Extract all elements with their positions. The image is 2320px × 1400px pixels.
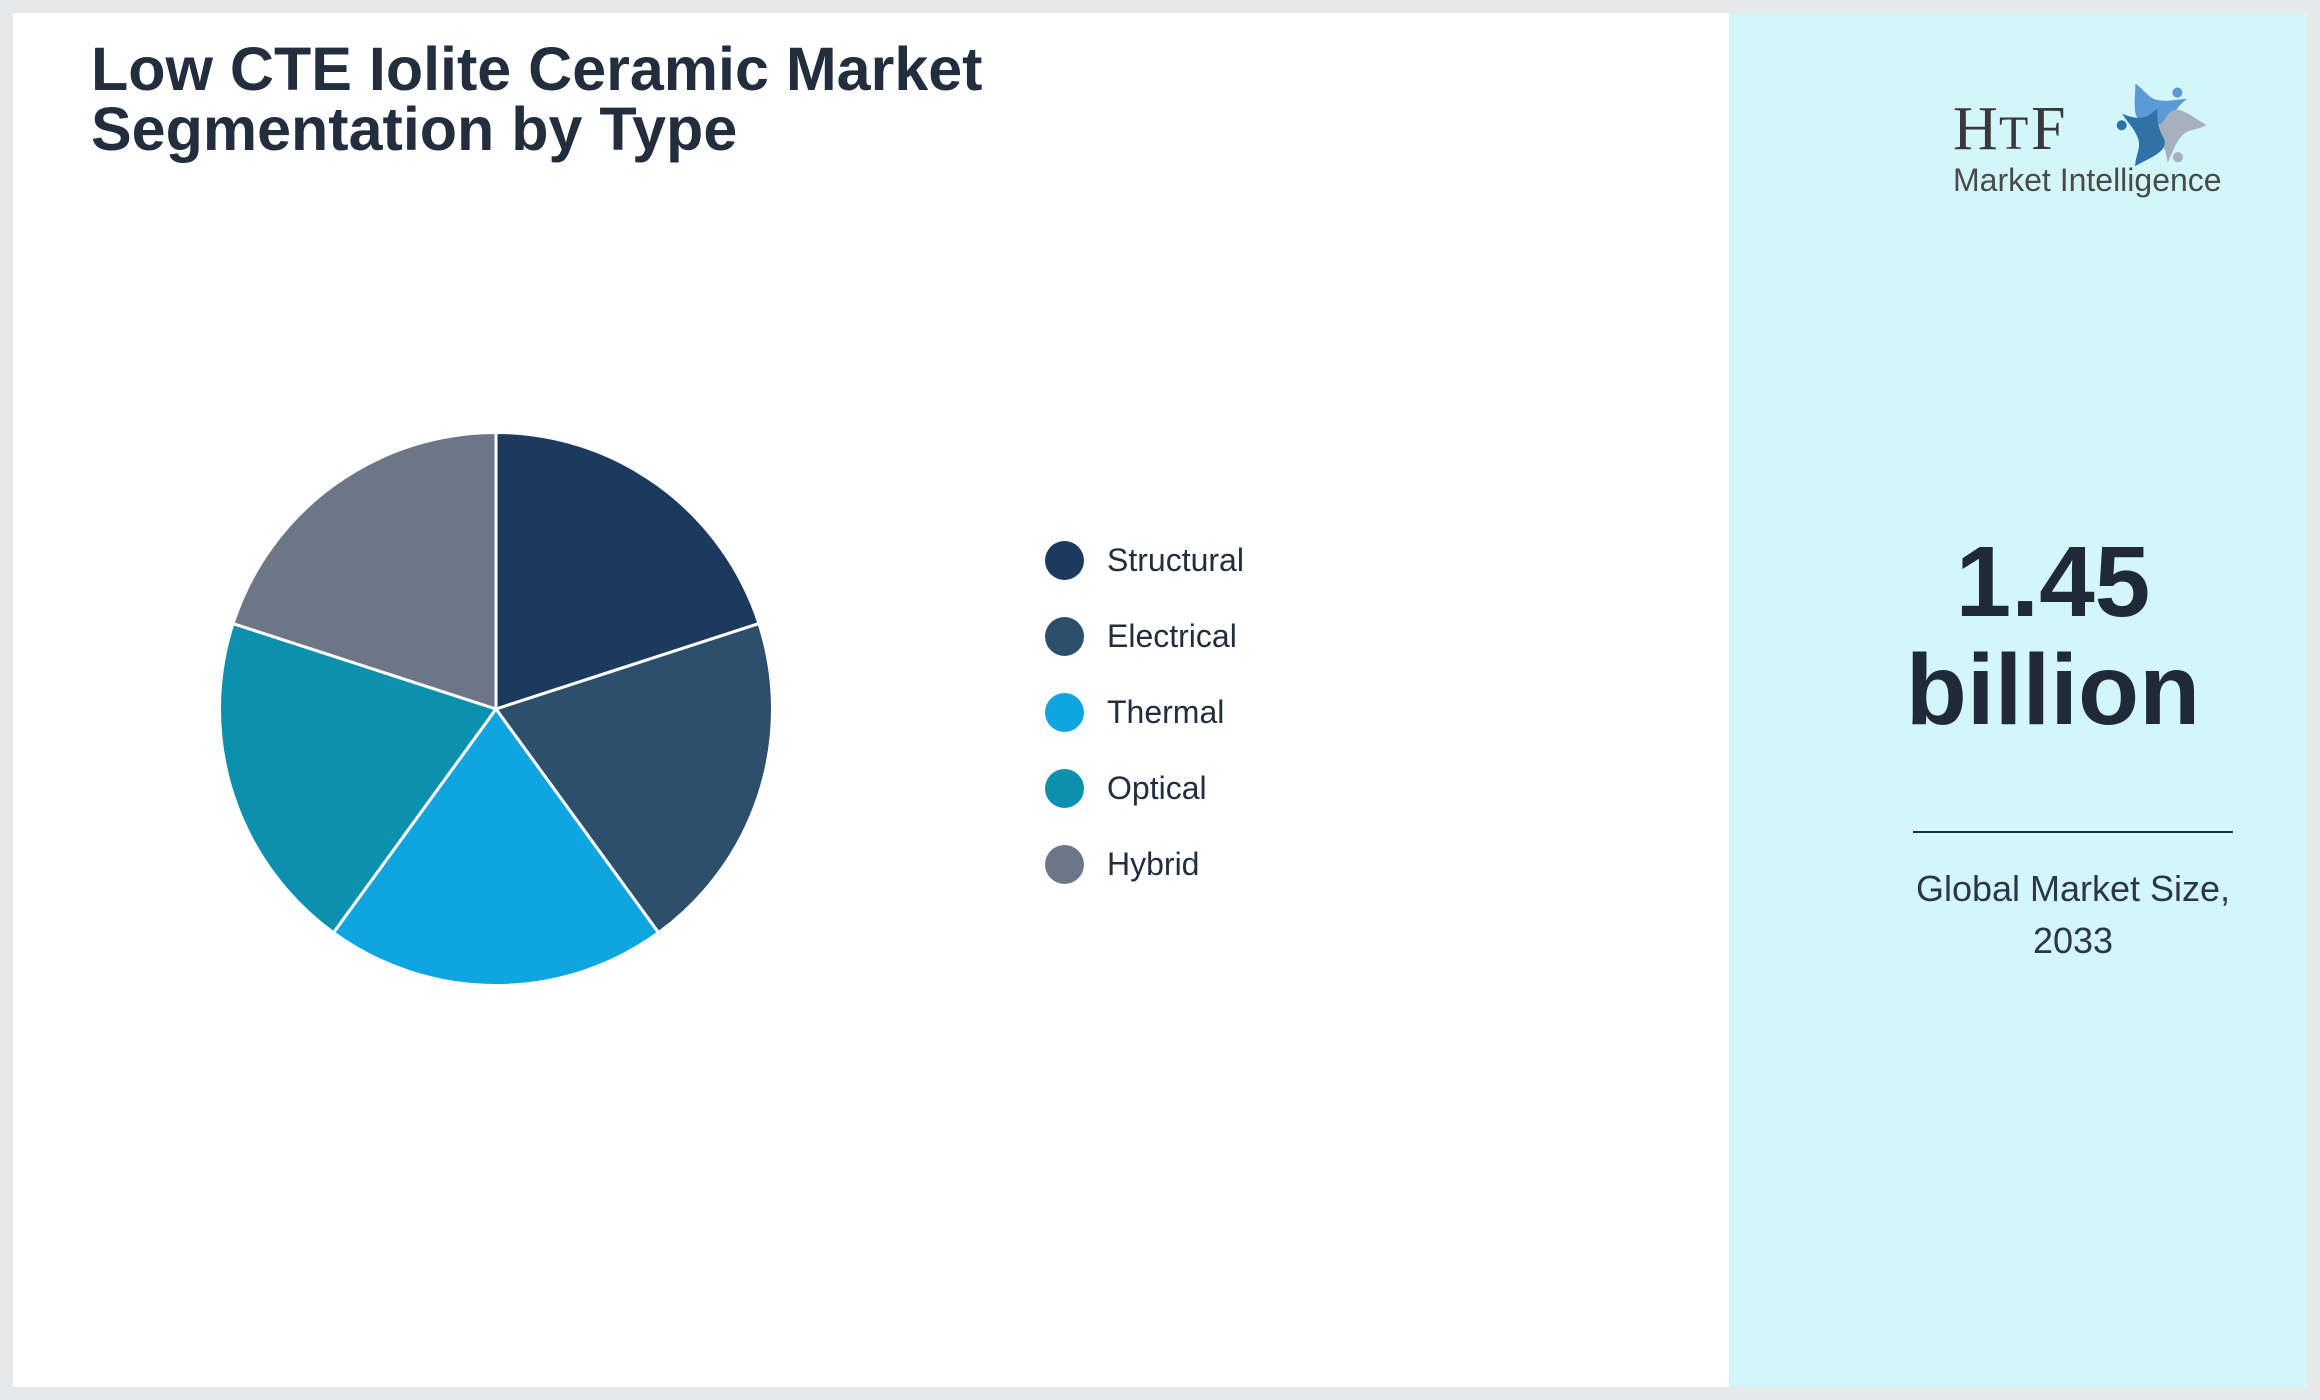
svg-text:F: F [2031, 95, 2065, 163]
svg-text:H: H [1953, 95, 1998, 163]
svg-text:Market Intelligence: Market Intelligence [1953, 162, 2222, 198]
svg-text:T: T [1999, 107, 2028, 160]
